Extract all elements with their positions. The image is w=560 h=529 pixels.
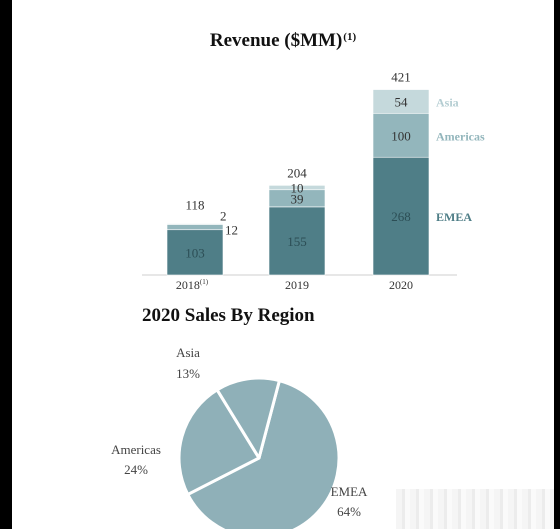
watermark-overlay [396,489,554,529]
bar-value-label-emea-2019: 155 [287,234,307,249]
series-label-americas: Americas [436,129,485,143]
x-tick-footnote-2018: (1) [200,278,209,286]
x-tick-label-2020: 2020 [389,278,413,292]
bar-value-label-asia-2019: 10 [291,181,304,196]
bar-value-label-asia-2018: 2 [220,209,227,224]
pie-value-asia: 13% [176,366,200,381]
bar-segment-americas-2020 [372,112,430,158]
bar-chart-title-footnote: (1) [343,31,357,43]
pie-label-asia: Asia [176,345,200,360]
pie-slice-emea [186,379,341,529]
x-tick-label-2019: 2019 [285,278,309,292]
bar-segment-americas-2018 [166,224,224,231]
bar-segment-asia-2019 [268,185,326,191]
pie-chart-title: 2020 Sales By Region [142,305,315,326]
chart-canvas: Revenue ($MM)(1) 2020 Sales By Region 10… [12,0,554,529]
bar-total-label-2019: 204 [287,165,307,180]
pie-value-emea: 64% [337,504,361,519]
bar-value-label-asia-2020: 54 [395,94,409,109]
bar-segment-emea-2019 [268,206,326,276]
bar-total-label-2020: 421 [391,70,411,85]
pie-label-americas: Americas [111,442,161,457]
bar-segment-emea-2020 [372,156,430,276]
x-tick-label-2018: 2018(1) [176,278,209,292]
bar-segment-emea-2018 [166,229,224,276]
pie-label-emea: EMEA [331,484,368,499]
pie-slice-asia [215,376,281,460]
bar-value-label-emea-2018: 103 [185,245,205,260]
pie-slice-americas [177,388,261,496]
series-label-asia: Asia [436,95,459,109]
bar-value-label-americas-2019: 39 [291,191,304,206]
bar-segment-asia-2018 [166,223,224,225]
bar-value-label-americas-2020: 100 [391,128,411,143]
bar-total-label-2018: 118 [185,198,204,213]
bar-value-label-americas-2018: 12 [225,222,238,237]
bar-segment-asia-2020 [372,89,430,114]
bar-chart-title: Revenue ($MM)(1) [12,30,554,52]
bar-value-label-emea-2020: 268 [391,209,411,224]
pie-value-americas: 24% [124,462,148,477]
series-label-emea: EMEA [436,210,472,224]
bar-chart-title-text: Revenue ($MM) [209,30,343,51]
